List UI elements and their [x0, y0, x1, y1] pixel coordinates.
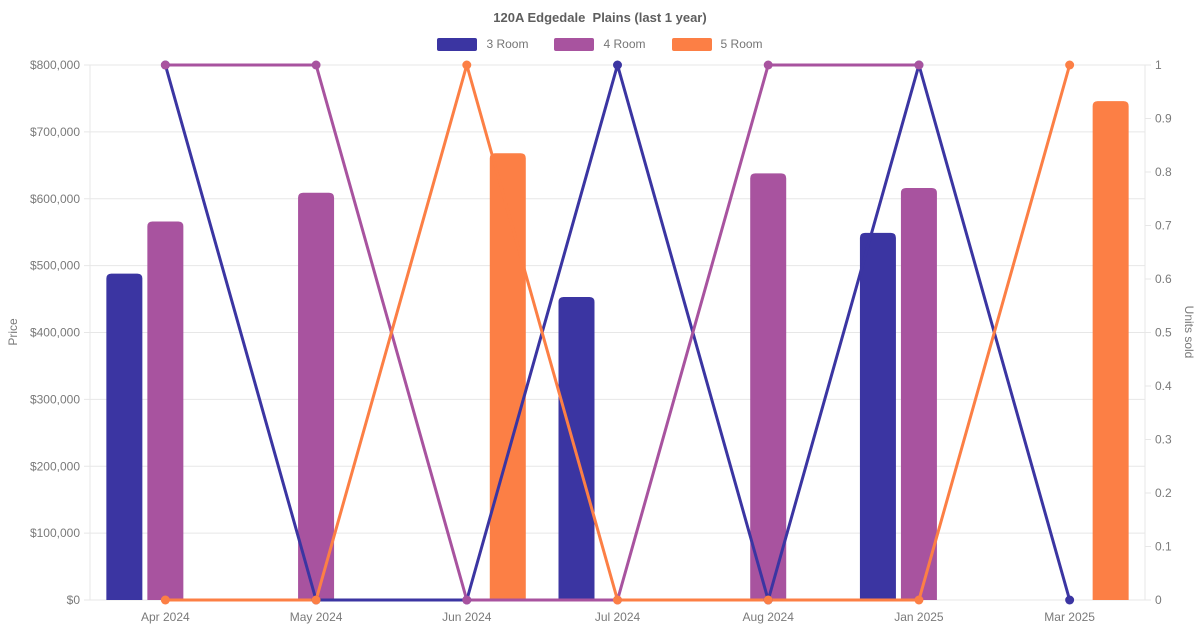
point-5-room-mar-2025[interactable]: [1065, 60, 1075, 70]
y-right-tick-label: 0.2: [1155, 486, 1172, 500]
point-5-room-aug-2024[interactable]: [763, 595, 773, 605]
y-left-tick-label: $600,000: [30, 192, 80, 206]
bar-3-room-jul-2024[interactable]: [558, 297, 595, 600]
bar-3-room-jan-2025[interactable]: [859, 232, 896, 600]
y-right-tick-label: 0.6: [1155, 272, 1172, 286]
y-left-tick-label: $400,000: [30, 326, 80, 340]
point-5-room-jan-2025[interactable]: [914, 595, 924, 605]
bar-4-room-aug-2024[interactable]: [750, 173, 787, 600]
x-tick-label-jul-2024: Jul 2024: [595, 610, 641, 624]
bar-3-room-apr-2024[interactable]: [106, 273, 143, 600]
legend-swatch-3-room-icon: [437, 37, 478, 51]
bar-5-room-mar-2025[interactable]: [1092, 101, 1129, 601]
x-tick-label-jan-2025: Jan 2025: [894, 610, 944, 624]
y-right-tick-label: 1: [1155, 58, 1162, 72]
y-left-tick-label: $700,000: [30, 125, 80, 139]
y-right-tick-label: 0.1: [1155, 540, 1172, 554]
legend-label-3-room: 3 Room: [486, 37, 529, 51]
point-4-room-jun-2024[interactable]: [462, 595, 472, 605]
y-right-tick-label: 0.9: [1155, 112, 1172, 126]
line-4-room: [163, 63, 921, 602]
legend-label-4-room: 4 Room: [603, 37, 646, 51]
y-left-tick-label: $500,000: [30, 259, 80, 273]
point-4-room-jan-2025[interactable]: [914, 60, 924, 70]
point-5-room-apr-2024[interactable]: [160, 595, 170, 605]
chart-legend: 3 Room 4 Room 5 Room: [0, 37, 1200, 51]
x-tick-label-mar-2025: Mar 2025: [1044, 610, 1095, 624]
legend-item-4-room[interactable]: 4 Room: [554, 37, 646, 51]
point-5-room-jun-2024[interactable]: [462, 60, 472, 70]
y-left-tick-label: $200,000: [30, 459, 80, 473]
point-4-room-apr-2024[interactable]: [160, 60, 170, 70]
point-3-room-jul-2024[interactable]: [613, 60, 622, 70]
bar-4-room-may-2024[interactable]: [298, 192, 335, 600]
point-3-room-mar-2025[interactable]: [1065, 595, 1075, 605]
y-left-tick-label: $300,000: [30, 392, 80, 406]
point-5-room-may-2024[interactable]: [311, 595, 321, 605]
legend-item-5-room[interactable]: 5 Room: [671, 37, 763, 51]
y-right-tick-label: 0.3: [1155, 433, 1172, 447]
bar-4-room-jan-2025[interactable]: [900, 188, 937, 601]
y-left-tick-label: $800,000: [30, 58, 80, 72]
x-tick-label-aug-2024: Aug 2024: [743, 610, 795, 624]
bar-4-room-apr-2024[interactable]: [147, 221, 184, 601]
y-right-tick-label: 0: [1155, 593, 1162, 607]
point-4-room-may-2024[interactable]: [311, 60, 321, 70]
chart-title: 120A Edgedale Plains (last 1 year): [493, 10, 707, 25]
x-tick-label-jun-2024: Jun 2024: [442, 610, 492, 624]
bar-5-room-jun-2024[interactable]: [489, 153, 526, 600]
point-4-room-aug-2024[interactable]: [763, 60, 773, 70]
legend-swatch-5-room-icon: [671, 37, 712, 51]
y-left-tick-label: $100,000: [30, 526, 80, 540]
x-tick-label-may-2024: May 2024: [290, 610, 343, 624]
legend-item-3-room[interactable]: 3 Room: [437, 37, 528, 51]
y-right-tick-label: 0.8: [1155, 165, 1172, 179]
legend-swatch-4-room-icon: [554, 37, 595, 51]
y-right-tick-label: 0.5: [1155, 326, 1172, 340]
y-right-tick-label: 0.4: [1155, 379, 1172, 393]
point-5-room-jul-2024[interactable]: [613, 595, 622, 605]
y-left-tick-label: $0: [67, 593, 81, 607]
y-right-tick-label: 0.7: [1155, 219, 1172, 233]
legend-label-5-room: 5 Room: [720, 37, 763, 51]
x-tick-label-apr-2024: Apr 2024: [141, 610, 190, 624]
